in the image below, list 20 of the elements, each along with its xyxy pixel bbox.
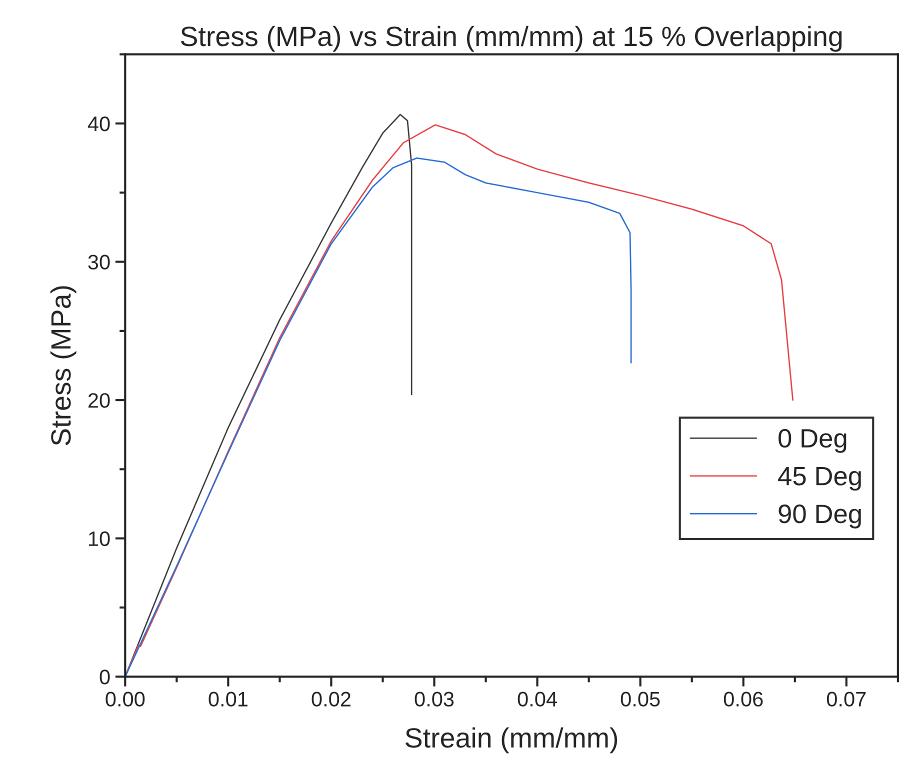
x-tick-label: 0.02 [312, 692, 350, 707]
line-series [125, 157, 632, 677]
x-tick-label: 0.03 [414, 692, 454, 707]
y-axis-title: Stress (MPa) [50, 286, 76, 446]
y-tick-label: 30 [88, 254, 110, 270]
x-tick-label: 0.00 [106, 692, 145, 707]
x-tick-label: 0.06 [724, 692, 763, 707]
legend-label: 45 Deg [778, 467, 861, 491]
x-tick-label: 0.04 [518, 692, 557, 707]
x-axis-title: Streain (mm/mm) [406, 727, 618, 754]
x-tick-label: 0.07 [826, 692, 866, 707]
legend-label: 0 Deg [778, 428, 846, 453]
y-tick-label: 20 [88, 393, 110, 408]
x-tick-label: 0.01 [208, 692, 248, 707]
y-tick-label: 10 [89, 531, 110, 546]
y-tick-label: 0 [100, 670, 110, 684]
y-tick-label: 40 [88, 116, 110, 132]
legend-label: 90 Deg [778, 504, 861, 528]
chart-title: Stress (MPa) vs Strain (mm/mm) at 15 % Overlapping [180, 26, 842, 52]
x-tick-label: 0.05 [620, 692, 660, 707]
